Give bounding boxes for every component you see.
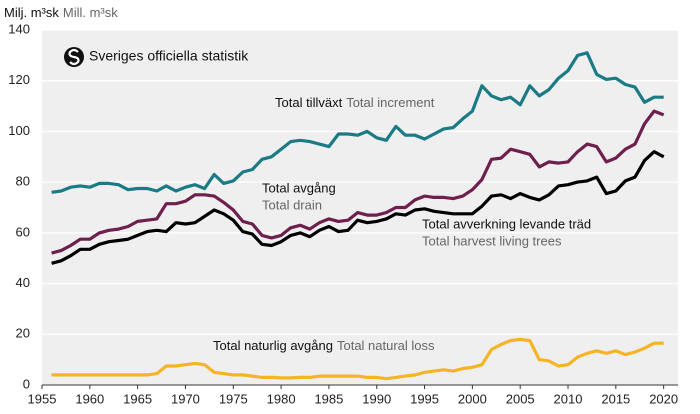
series-label-sv: Total naturlig avgång bbox=[213, 338, 333, 353]
x-tick-label: 1980 bbox=[267, 391, 296, 406]
y-tick-label: 80 bbox=[16, 174, 30, 189]
logo-icon-s bbox=[68, 48, 80, 66]
logo: Sveriges officiella statistik bbox=[64, 47, 249, 67]
series-line bbox=[51, 109, 665, 255]
plot-area bbox=[42, 30, 678, 385]
y-label-sv: Milj. m³sk bbox=[4, 5, 59, 20]
logo-text: Sveriges officiella statistik bbox=[89, 48, 249, 64]
x-tick-label: 1985 bbox=[314, 391, 343, 406]
y-tick-label: 60 bbox=[16, 224, 30, 239]
y-label: Milj. m³sk Mill. m³sk bbox=[4, 5, 118, 20]
y-tick-label: 0 bbox=[23, 376, 30, 391]
y-tick-label: 140 bbox=[8, 21, 30, 36]
x-tick-label: 1970 bbox=[171, 391, 200, 406]
x-tick-label: 1995 bbox=[410, 391, 439, 406]
x-tick-label: 1965 bbox=[123, 391, 152, 406]
series-line bbox=[51, 150, 665, 265]
x-tick-label: 2005 bbox=[506, 391, 535, 406]
y-tick-label: 120 bbox=[8, 72, 30, 87]
series-label-en: Total increment bbox=[346, 95, 435, 110]
series-label: Total avverkning levande träd bbox=[422, 216, 591, 231]
x-tick-label: 1960 bbox=[75, 391, 104, 406]
y-tick-label: 20 bbox=[16, 326, 30, 341]
x-tick-label: 2020 bbox=[649, 391, 678, 406]
series-label-en: Total harvest living trees bbox=[422, 233, 562, 248]
x-tick-label: 2010 bbox=[554, 391, 583, 406]
series-label: Total avgång bbox=[262, 180, 336, 195]
x-tick-label: 2000 bbox=[458, 391, 487, 406]
y-label-en: Mill. m³sk bbox=[63, 5, 118, 20]
y-tick-label: 40 bbox=[16, 275, 30, 290]
series-label-sv: Total tillväxt bbox=[275, 95, 343, 110]
series-label-en: Total drain bbox=[262, 197, 322, 212]
series-line bbox=[51, 51, 664, 194]
x-tick-label: 1955 bbox=[28, 391, 57, 406]
series-line bbox=[51, 337, 664, 381]
x-tick-label: 2015 bbox=[601, 391, 630, 406]
x-tick-label: 1990 bbox=[362, 391, 391, 406]
series-label: Total tillväxt Total increment bbox=[275, 95, 435, 110]
series-label: Total naturlig avgång Total natural loss bbox=[213, 338, 435, 353]
x-tick-label: 1975 bbox=[219, 391, 248, 406]
series-label-en: Total natural loss bbox=[337, 338, 435, 353]
y-tick-label: 100 bbox=[8, 123, 30, 138]
